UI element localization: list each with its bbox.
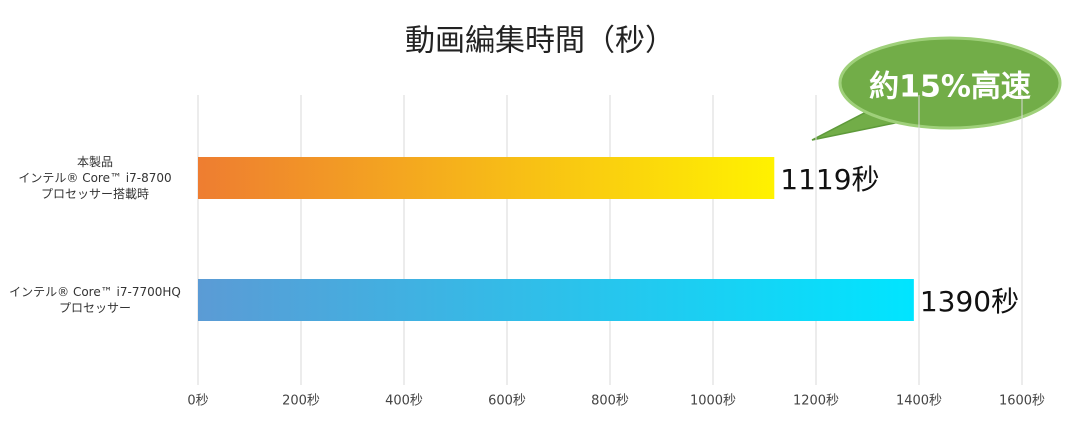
x-tick-label: 1600秒 [999,394,1045,409]
y-tick-label: 本製品 インテル® Core™ i7-8700 プロセッサー搭載時 [18,155,172,201]
x-tick-label: 1200秒 [793,394,839,409]
x-tick-label: 800秒 [591,394,629,409]
x-tick-label: 0秒 [187,394,208,409]
x-tick-label: 400秒 [385,394,423,409]
x-tick-label: 1400秒 [896,394,942,409]
y-tick-label: インテル® Core™ i7-7700HQ プロセッサー [9,285,181,315]
annotation: 約15%高速 [869,70,1031,105]
bar [198,157,775,199]
callout-bubble [838,36,1062,130]
bar [198,279,914,321]
value-label: 1390秒 [920,285,1019,318]
x-tick-label: 200秒 [282,394,320,409]
callout [811,36,1062,141]
value-label: 1119秒 [780,163,879,196]
chart-title: 動画編集時間（秒） [405,24,675,59]
x-tick-label: 1000秒 [690,394,736,409]
x-tick-label: 600秒 [488,394,526,409]
